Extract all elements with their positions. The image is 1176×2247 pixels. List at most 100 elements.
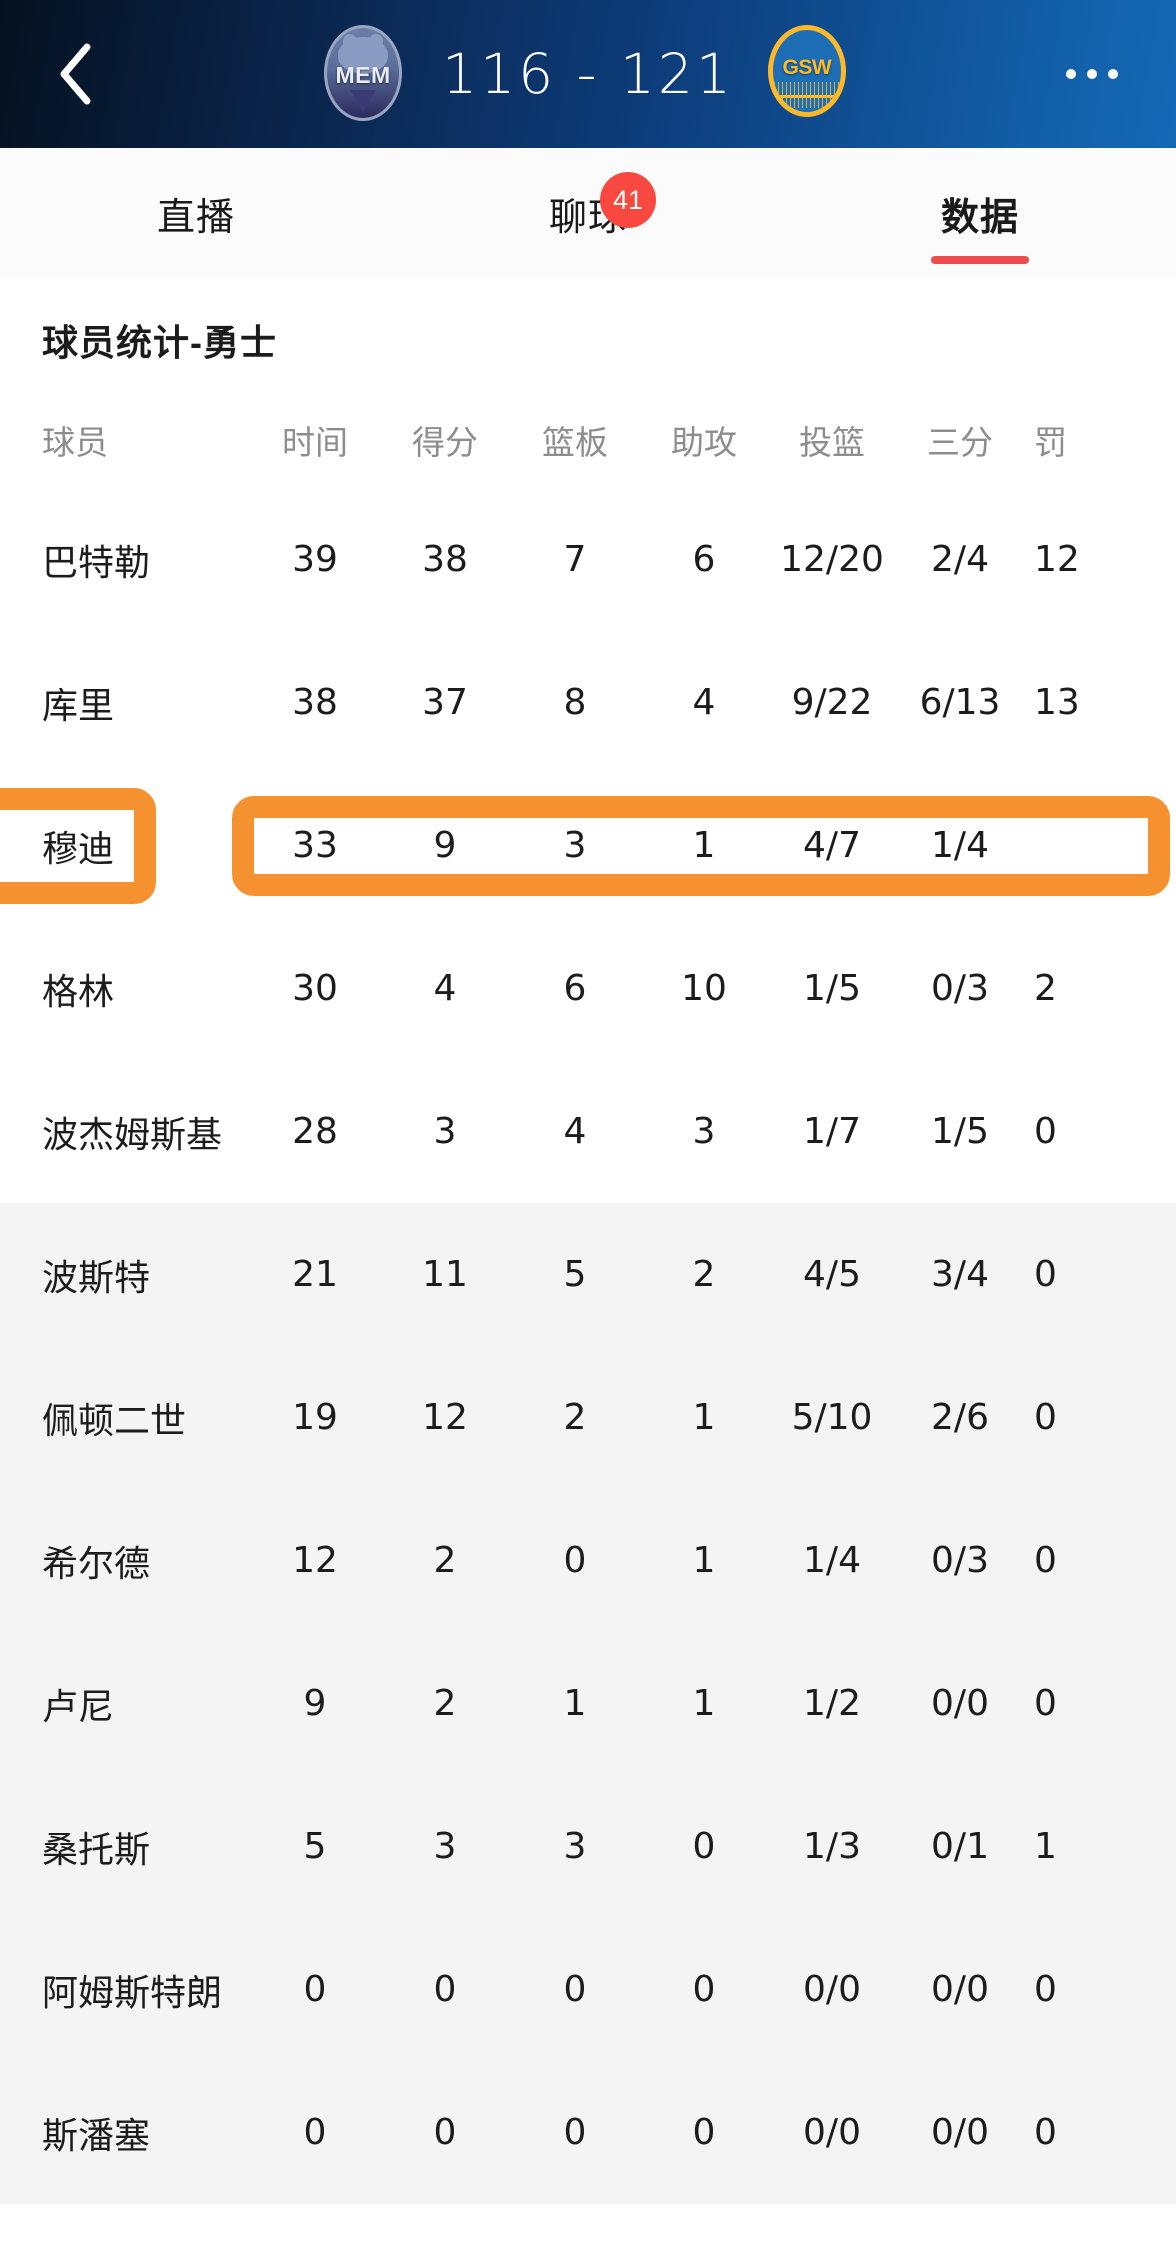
table-row[interactable]: 佩顿二世 19 12 2 1 5/10 2/6 0 [0,1346,1176,1489]
table-row[interactable]: 阿姆斯特朗 0 0 0 0 0/0 0/0 0 [0,1918,1176,2061]
table-row[interactable]: 希尔德 12 2 0 1 1/4 0/3 0 [0,1489,1176,1632]
cell-freethrows: 1 [1034,1826,1057,1867]
tab-active-underline [931,256,1029,264]
table-row[interactable]: 巴特勒 39 38 7 6 12/20 2/4 12 [0,488,1176,631]
cell-assists: 0 [692,1826,716,1867]
chat-unread-badge: 41 [600,172,656,228]
cell-threes: 0/0 [931,1683,989,1724]
cell-minutes: 30 [292,968,338,1009]
chevron-left-icon [55,41,97,107]
player-name: 卢尼 [42,1685,115,1727]
table-row[interactable]: 桑托斯 5 3 3 0 1/3 0/1 1 [0,1775,1176,1918]
column-header-threes: 三分 [927,424,993,461]
cell-minutes: 39 [292,539,338,580]
cell-freethrows: 0 [1034,1540,1057,1581]
cell-threes: 2/4 [931,539,989,580]
table-row[interactable]: 波杰姆斯基 28 3 4 3 1/7 1/5 0 [0,1060,1176,1203]
tab-live[interactable]: 直播 [0,148,392,278]
player-name: 巴特勒 [42,541,151,583]
cell-threes: 0/3 [931,1540,989,1581]
cell-fieldgoals: 5/10 [791,1397,873,1438]
cell-threes: 0/3 [931,968,989,1009]
tab-live-label: 直播 [156,196,235,239]
cell-fieldgoals: 4/7 [803,825,861,866]
cell-minutes: 0 [303,1969,327,2010]
cell-rebounds: 3 [563,1826,587,1867]
cell-minutes: 38 [292,682,338,723]
cell-fieldgoals: 1/7 [803,1111,861,1152]
home-team-logo: MEM [324,25,408,123]
tab-stats[interactable]: 数据 [784,148,1176,278]
cell-fieldgoals: 1/5 [803,968,861,1009]
column-header-freethrows: 罚 [1034,424,1067,461]
cell-assists: 1 [692,1683,716,1724]
mem-crest-icon: MEM [324,25,403,121]
cell-points: 2 [433,1540,457,1581]
table-row[interactable]: 斯潘塞 0 0 0 0 0/0 0/0 0 [0,2061,1176,2204]
player-name: 波杰姆斯基 [42,1113,223,1155]
cell-fieldgoals: 1/4 [803,1540,861,1581]
back-button[interactable] [48,39,104,109]
cell-rebounds: 7 [563,539,587,580]
cell-points: 3 [433,1111,457,1152]
cell-rebounds: 5 [563,1254,587,1295]
cell-fieldgoals: 0/0 [803,1969,861,2010]
scoreboard: MEM 116 - 121 GSW [0,25,1176,123]
cell-minutes: 28 [292,1111,338,1152]
cell-assists: 1 [692,1540,716,1581]
player-stats-table: 球员 时间 得分 篮板 助攻 投篮 三分 罚 巴特勒 39 38 7 6 12/20 2/4… [0,392,1176,2204]
away-team-logo: GSW [767,25,852,123]
cell-minutes: 21 [292,1254,338,1295]
cell-assists: 4 [692,682,716,723]
cell-minutes: 33 [292,825,338,866]
cell-threes: 0/1 [931,1826,989,1867]
cell-assists: 10 [681,968,727,1009]
cell-fieldgoals: 9/22 [791,682,873,723]
cell-threes: 3/4 [931,1254,989,1295]
home-team-abbr: MEM [335,61,391,88]
cell-points: 9 [433,825,457,866]
cell-minutes: 9 [303,1683,327,1724]
cell-fieldgoals: 12/20 [780,539,884,580]
player-name: 阿姆斯特朗 [42,1971,223,2013]
tab-chat[interactable]: 聊球 41 [392,148,784,278]
cell-rebounds: 3 [563,825,587,866]
cell-rebounds: 2 [563,1397,587,1438]
cell-assists: 1 [692,825,716,866]
player-name: 格林 [42,970,115,1012]
cell-fieldgoals: 0/0 [803,2112,861,2153]
cell-points: 37 [422,682,468,723]
cell-rebounds: 0 [563,1969,587,2010]
table-row[interactable]: 格林 30 4 6 10 1/5 0/3 2 [0,917,1176,1060]
cell-threes: 0/0 [931,1969,989,2010]
table-row[interactable]: 波斯特 21 11 5 2 4/5 3/4 0 [0,1203,1176,1346]
more-options-button[interactable] [1060,53,1124,95]
cell-freethrows: 2 [1034,968,1057,1009]
player-name: 波斯特 [42,1256,151,1298]
cell-threes: 2/6 [931,1397,989,1438]
column-header-minutes: 时间 [282,424,348,461]
cell-points: 3 [433,1826,457,1867]
cell-points: 2 [433,1683,457,1724]
cell-points: 4 [433,968,457,1009]
cell-freethrows: 13 [1034,682,1080,723]
cell-rebounds: 0 [563,1540,587,1581]
table-row[interactable]: 库里 38 37 8 4 9/22 6/13 13 [0,631,1176,774]
player-name: 穆迪 [42,827,115,869]
gsw-crest-icon: GSW [767,25,846,117]
table-body: 巴特勒 39 38 7 6 12/20 2/4 12 库里 38 37 8 4 9/22 6/13 13 穆迪 3… [0,488,1176,2204]
table-row[interactable]: 卢尼 9 2 1 1 1/2 0/0 0 [0,1632,1176,1775]
cell-freethrows: 0 [1034,1969,1057,2010]
cell-rebounds: 0 [563,2112,587,2153]
cell-fieldgoals: 4/5 [803,1254,861,1295]
cell-assists: 0 [692,1969,716,2010]
cell-freethrows: 0 [1034,1683,1057,1724]
cell-threes: 0/0 [931,2112,989,2153]
cell-points: 0 [433,1969,457,2010]
cell-assists: 3 [692,1111,716,1152]
page-title: 球员统计-勇士 [0,278,1176,392]
table-row[interactable]: 穆迪 33 9 3 1 4/7 1/4 [0,774,1176,917]
cell-fieldgoals: 1/2 [803,1683,861,1724]
cell-rebounds: 8 [563,682,587,723]
column-header-fieldgoals: 投篮 [799,424,865,461]
